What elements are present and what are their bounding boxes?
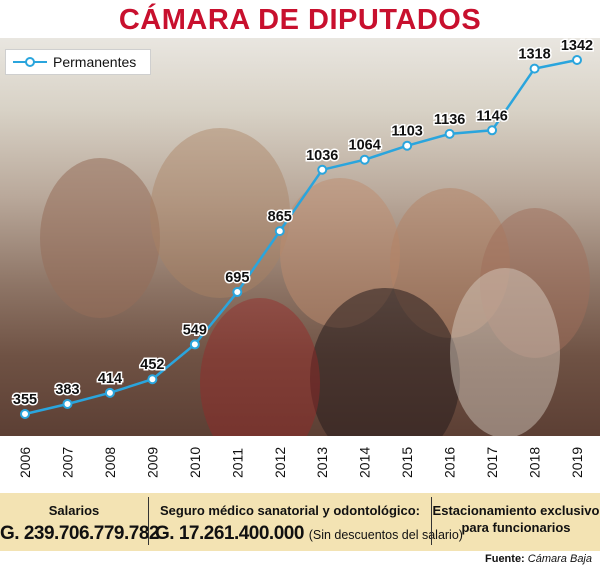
legend-line-marker-icon [13, 57, 47, 67]
data-label: 865 [268, 209, 292, 225]
footer-divider [148, 497, 149, 545]
data-label: 695 [225, 270, 249, 286]
data-label: 414 [98, 371, 122, 387]
salarios-label: Salarios [48, 503, 100, 518]
seguro-value-line: G. 17.261.400.000 (Sin descuentos del sa… [155, 523, 463, 545]
source-label: Fuente: [485, 553, 525, 565]
data-point [402, 140, 413, 151]
x-tick-label: 2018 [527, 447, 543, 478]
x-tick-label: 2006 [17, 447, 33, 478]
data-point [147, 374, 158, 385]
x-tick-label: 2015 [399, 447, 415, 478]
seguro-note: (Sin descuentos del salario) [308, 528, 463, 542]
x-tick-label: 2016 [442, 447, 458, 478]
x-tick-label: 2017 [484, 447, 500, 478]
line-chart: 355 2006 383 2007 414 2008 452 2009 549 2010 695 20… [11, 37, 594, 479]
data-label: 549 [183, 322, 207, 338]
data-point [232, 287, 243, 298]
estacionamiento-line1: Estacionamiento exclusivo [432, 503, 600, 518]
data-point [20, 409, 30, 419]
data-point [487, 125, 498, 136]
data-label: 1103 [391, 124, 422, 140]
salarios-value: G. 239.706.779.782 [0, 523, 159, 544]
series-line [24, 58, 578, 416]
data-label: 383 [55, 382, 79, 398]
chart-title: CÁMARA DE DIPUTADOS [118, 4, 482, 36]
estacionamiento-cell: Estacionamiento exclusivo para funcionar… [432, 493, 600, 551]
data-point [572, 55, 582, 65]
source-note: Fuente: Cámara Baja [485, 553, 592, 565]
estacionamiento-line2: para funcionarios [461, 520, 571, 535]
x-tick-label: 2008 [102, 447, 118, 478]
data-label: 1146 [476, 108, 507, 124]
data-point [104, 387, 115, 398]
x-tick-label: 2009 [144, 447, 160, 478]
source-value: Cámara Baja [527, 553, 592, 565]
seguro-value: G. 17.261.400.000 [155, 523, 304, 544]
data-point [274, 226, 285, 237]
footer-panel: Salarios G. 239.706.779.782 Seguro médic… [0, 493, 600, 551]
legend: Permanentes [5, 49, 151, 75]
data-label: 1064 [349, 138, 381, 154]
data-label: 452 [140, 357, 164, 373]
data-label: 1342 [561, 38, 593, 54]
data-point [529, 63, 540, 74]
data-point [444, 128, 455, 139]
data-point [317, 164, 328, 175]
x-tick-label: 2010 [187, 447, 203, 478]
data-label: 1318 [518, 47, 550, 63]
data-point [62, 398, 73, 409]
x-tick-label: 2012 [272, 447, 288, 478]
data-label: 355 [13, 392, 37, 408]
footer-divider [431, 497, 432, 545]
x-tick-label: 2011 [229, 448, 245, 478]
x-tick-label: 2013 [314, 447, 330, 478]
data-label: 1036 [306, 148, 338, 164]
data-point [359, 154, 370, 165]
legend-label: Permanentes [53, 54, 137, 70]
salarios-cell: Salarios G. 239.706.779.782 [0, 493, 159, 551]
data-point [189, 339, 200, 350]
seguro-cell: Seguro médico sanatorial y odontológico:… [149, 493, 463, 551]
data-label: 1136 [434, 112, 465, 128]
seguro-label: Seguro médico sanatorial y odontológico: [159, 503, 421, 518]
x-tick-label: 2007 [59, 447, 75, 478]
x-tick-label: 2019 [569, 447, 585, 478]
background-photo [0, 38, 600, 436]
x-tick-label: 2014 [357, 447, 373, 478]
